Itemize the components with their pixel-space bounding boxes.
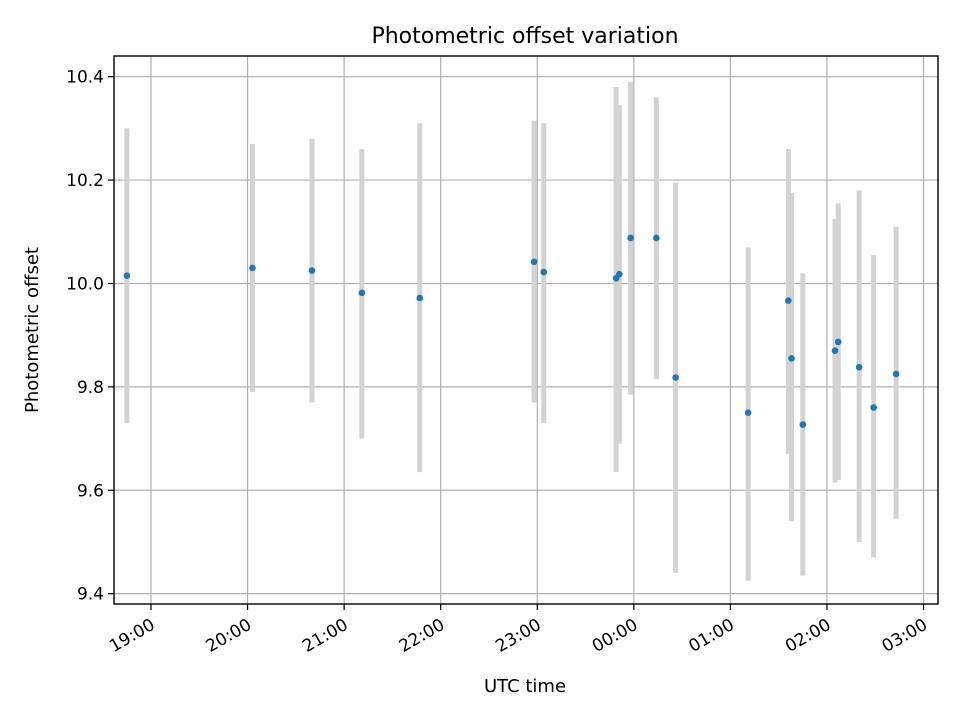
x-tick-label: 02:00	[782, 615, 834, 657]
data-point	[416, 294, 424, 302]
data-point	[892, 370, 900, 378]
y-tick-label: 9.4	[77, 585, 104, 605]
data-point	[672, 374, 679, 381]
x-tick-label: 03:00	[879, 615, 931, 657]
y-tick-label: 9.6	[77, 481, 104, 501]
x-axis-label: UTC time	[484, 676, 566, 697]
data-point	[831, 347, 839, 354]
data-point	[308, 267, 316, 274]
data-point	[799, 421, 807, 428]
y-tick-label: 10.0	[66, 274, 104, 294]
data-point	[834, 338, 842, 346]
x-tick-label: 23:00	[492, 615, 544, 657]
x-tick-label: 22:00	[396, 615, 448, 657]
error-bars	[124, 81, 899, 581]
data-point	[249, 264, 256, 272]
data-point	[870, 404, 877, 411]
data-point	[785, 297, 792, 304]
data-point	[744, 409, 752, 417]
x-tick-label: 01:00	[685, 615, 737, 657]
data-point	[616, 270, 623, 278]
x-tick-label: 00:00	[589, 615, 641, 657]
data-point	[530, 258, 538, 266]
x-axis-ticks: 19:00 20:00 21:00 22:00 23:00 00:00 01:00 02:00…	[106, 604, 931, 657]
y-tick-label: 10.2	[66, 171, 104, 191]
x-tick-label: 20:00	[203, 615, 255, 657]
data-point	[788, 355, 795, 362]
data-point	[627, 234, 634, 242]
data-point	[653, 234, 660, 242]
x-tick-label: 19:00	[106, 615, 158, 657]
grid-lines	[114, 56, 938, 604]
y-tick-label: 10.4	[66, 68, 104, 88]
plot-frame	[113, 55, 939, 605]
chart-title: Photometric offset variation	[371, 24, 678, 49]
data-point	[540, 268, 548, 276]
x-tick-label: 21:00	[299, 615, 351, 657]
y-axis-ticks: 9.4 9.6 9.8 10.0 10.2 10.4	[66, 68, 114, 605]
data-point	[358, 289, 366, 297]
data-point	[123, 272, 131, 280]
data-points	[123, 234, 900, 428]
data-point	[855, 363, 863, 371]
y-tick-label: 9.8	[77, 378, 104, 398]
y-axis-label: Photometric offset	[22, 247, 43, 413]
